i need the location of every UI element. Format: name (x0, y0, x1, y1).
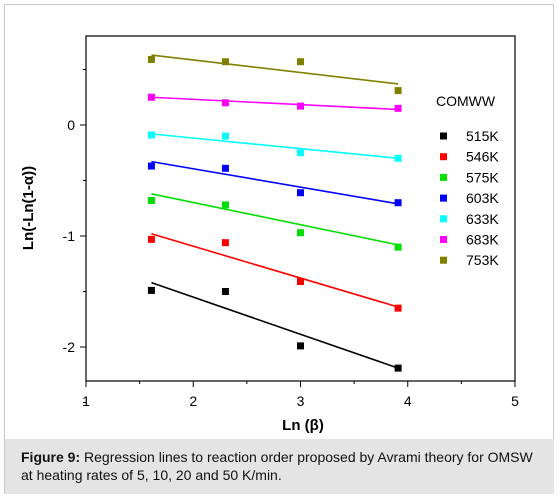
axis-ticks: 1 2 3 4 5 0 -1 -2 (63, 69, 519, 409)
data-point-603K (221, 164, 229, 172)
data-point-575K (221, 201, 229, 209)
y-tick-label: 0 (67, 117, 75, 133)
data-point-575K (394, 243, 402, 251)
caption-text: Regression lines to reaction order propo… (21, 449, 533, 483)
legend-label-683K: 683K (466, 232, 499, 248)
x-tick-label: 5 (511, 393, 519, 409)
fit-line-753K (151, 54, 399, 85)
chart: 1 2 3 4 5 0 -1 -2 COMWW 515K 546K 575K 603K 633K 683… (20, 35, 519, 434)
figure-caption: Figure 9: Regression lines to reaction o… (5, 439, 554, 494)
x-tick-label: 2 (189, 393, 197, 409)
legend-marker-633K (440, 215, 447, 223)
data-point-575K (147, 196, 155, 204)
data-point-515K (221, 288, 229, 295)
data-point-546K (297, 278, 304, 286)
fit-line-515K (151, 281, 399, 369)
caption-label: Figure 9: (21, 449, 81, 465)
data-point-683K (394, 104, 402, 112)
data-point-683K (297, 102, 304, 110)
data-point-753K (147, 56, 155, 64)
legend-label-603K: 603K (466, 190, 499, 206)
fit-line-683K (151, 96, 399, 111)
x-tick-label: 1 (82, 393, 90, 409)
data-point-575K (297, 229, 304, 237)
data-point-753K (394, 87, 402, 95)
y-tick-label: -1 (63, 228, 76, 244)
legend-title: COMWW (436, 93, 496, 109)
data-points (147, 56, 402, 372)
legend: COMWW 515K 546K 575K 603K 633K 683K 753K (436, 93, 499, 268)
data-point-603K (297, 189, 304, 197)
data-point-633K (297, 149, 304, 157)
data-point-603K (147, 162, 155, 170)
y-tick-label: -2 (63, 339, 76, 355)
data-point-546K (221, 239, 229, 247)
fit-line-575K (151, 193, 399, 246)
data-point-515K (394, 364, 402, 372)
legend-marker-603K (440, 194, 447, 202)
data-point-683K (147, 93, 155, 101)
fit-line-603K (151, 160, 399, 205)
legend-marker-683K (440, 236, 447, 243)
legend-marker-546K (440, 153, 447, 161)
data-point-753K (297, 58, 304, 66)
y-axis-label: Ln(-Ln(1-α)) (20, 166, 37, 250)
data-point-633K (147, 131, 155, 139)
x-axis-label: Ln (β) (282, 417, 324, 434)
x-tick-label: 3 (297, 393, 305, 409)
data-point-633K (221, 132, 229, 140)
plot-area (85, 35, 516, 382)
legend-label-515K: 515K (466, 128, 499, 144)
data-point-546K (147, 235, 155, 243)
legend-label-546K: 546K (466, 149, 499, 165)
data-point-603K (394, 199, 402, 207)
legend-label-753K: 753K (466, 252, 499, 268)
data-point-753K (221, 58, 229, 66)
legend-label-575K: 575K (466, 169, 499, 185)
fit-line-546K (151, 233, 399, 308)
legend-label-633K: 633K (466, 211, 499, 227)
data-point-633K (394, 154, 402, 162)
legend-marker-515K (440, 132, 447, 140)
data-point-683K (221, 99, 229, 107)
data-point-515K (147, 286, 155, 294)
legend-marker-753K (440, 256, 447, 264)
legend-marker-575K (440, 173, 447, 181)
data-point-546K (394, 304, 402, 312)
regression-lines (151, 54, 399, 369)
x-tick-label: 4 (404, 393, 412, 409)
fit-line-633K (151, 133, 399, 160)
data-point-515K (297, 342, 304, 350)
